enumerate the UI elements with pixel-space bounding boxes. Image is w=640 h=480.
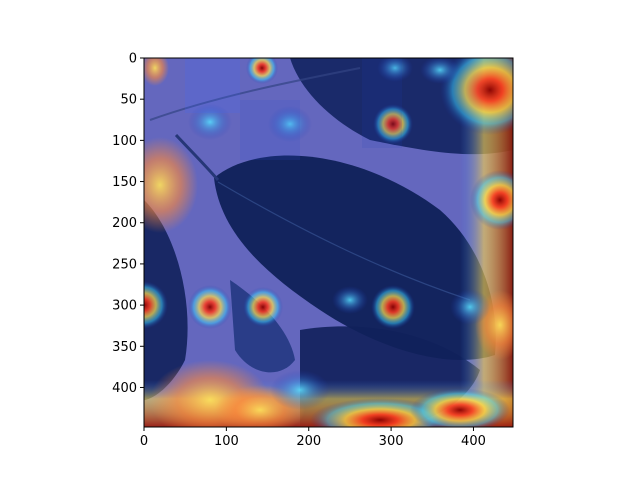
x-tick-label: 0 [140,434,148,449]
x-tick-label: 300 [379,434,404,449]
heatmap-image [144,58,513,427]
y-tick-label: 250 [112,257,137,272]
x-tick-label: 200 [296,434,321,449]
y-tick-label: 350 [112,340,137,355]
x-axis: 0 100 200 300 400 [140,427,486,449]
x-tick-label: 400 [461,434,486,449]
y-axis: 0 50 100 150 200 250 300 350 400 [112,52,144,396]
x-tick-label: 100 [214,434,239,449]
axes-frame [143,57,514,428]
y-tick-label: 200 [112,216,137,231]
y-tick-label: 100 [112,134,137,149]
y-tick-label: 300 [112,299,137,314]
y-tick-label: 150 [112,175,137,190]
y-tick-label: 400 [112,381,137,396]
y-tick-label: 50 [120,93,137,108]
y-tick-label: 0 [129,52,137,67]
